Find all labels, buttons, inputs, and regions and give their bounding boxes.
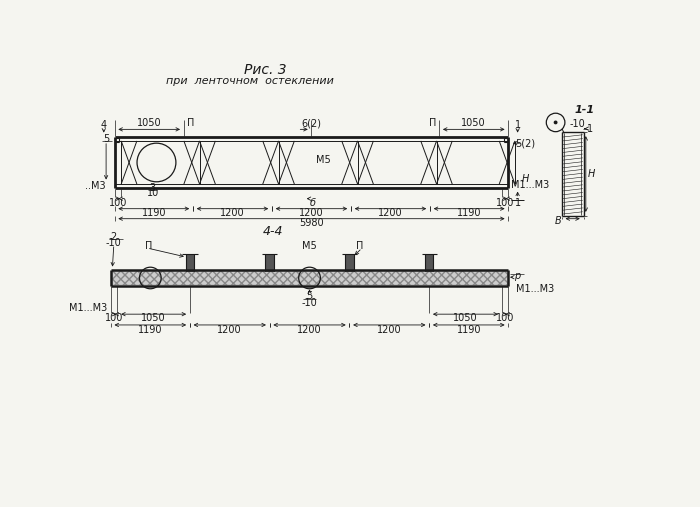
Text: -10: -10 xyxy=(106,238,122,247)
Text: 100: 100 xyxy=(496,198,514,207)
Text: Рис. 3: Рис. 3 xyxy=(244,63,287,77)
Text: 1200: 1200 xyxy=(377,324,402,335)
Bar xyxy=(425,254,433,271)
Bar xyxy=(186,254,194,271)
Text: 1190: 1190 xyxy=(138,324,162,335)
Circle shape xyxy=(554,121,557,124)
Text: 1200: 1200 xyxy=(220,208,245,219)
Text: 1050: 1050 xyxy=(141,313,166,323)
Text: М5: М5 xyxy=(316,155,330,165)
Bar xyxy=(265,254,274,271)
Text: 1-1: 1-1 xyxy=(574,105,594,115)
Text: 3: 3 xyxy=(150,183,155,193)
Bar xyxy=(111,271,508,285)
Text: б: б xyxy=(310,198,316,207)
Text: 100: 100 xyxy=(105,313,123,323)
Text: 100: 100 xyxy=(496,313,514,323)
Text: 6(2): 6(2) xyxy=(302,118,321,128)
Text: 10: 10 xyxy=(146,188,159,198)
Text: М1...М3: М1...М3 xyxy=(511,180,550,190)
Text: М1...М3: М1...М3 xyxy=(69,303,107,313)
Text: Н: Н xyxy=(522,174,529,184)
Text: 1200: 1200 xyxy=(299,208,324,219)
Text: при  ленточном  остеклении: при ленточном остеклении xyxy=(167,76,334,86)
Text: 4: 4 xyxy=(101,120,107,130)
Text: -10: -10 xyxy=(569,119,585,129)
Text: -10: -10 xyxy=(302,298,317,308)
Text: 1: 1 xyxy=(587,124,593,134)
Text: М1...М3: М1...М3 xyxy=(517,284,554,294)
Text: 5(2): 5(2) xyxy=(515,138,536,148)
Text: 1200: 1200 xyxy=(298,324,322,335)
Text: 1050: 1050 xyxy=(461,118,486,128)
Text: 1: 1 xyxy=(514,198,521,207)
Text: 5: 5 xyxy=(103,134,109,143)
Text: 5980: 5980 xyxy=(299,219,324,228)
Text: 4-4: 4-4 xyxy=(263,225,284,238)
Text: 1190: 1190 xyxy=(457,208,482,219)
Text: П: П xyxy=(146,241,153,251)
Text: 1050: 1050 xyxy=(453,313,478,323)
Text: П: П xyxy=(428,118,436,128)
Text: В: В xyxy=(554,216,561,226)
Text: р: р xyxy=(514,271,521,281)
Text: ..М3: ..М3 xyxy=(85,180,105,191)
Text: 2: 2 xyxy=(111,232,117,242)
Text: 1190: 1190 xyxy=(141,208,166,219)
Bar xyxy=(345,254,354,271)
Text: 1: 1 xyxy=(514,120,521,130)
Text: П: П xyxy=(356,241,363,251)
Text: 5: 5 xyxy=(307,292,313,302)
Text: М5: М5 xyxy=(302,241,317,251)
Text: 1050: 1050 xyxy=(137,118,162,128)
Text: 1200: 1200 xyxy=(218,324,242,335)
Text: П: П xyxy=(187,118,195,128)
Text: Н: Н xyxy=(587,169,595,179)
Text: 100: 100 xyxy=(108,198,127,207)
Text: 1190: 1190 xyxy=(456,324,481,335)
Text: 1200: 1200 xyxy=(378,208,402,219)
